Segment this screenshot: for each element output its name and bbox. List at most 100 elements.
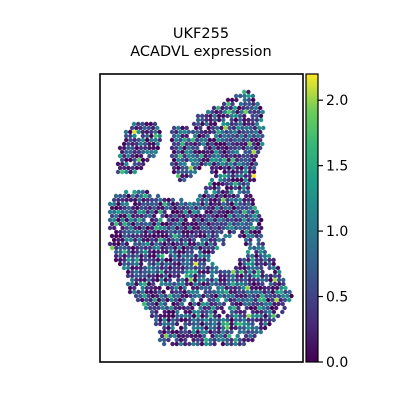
expression-spot [241,145,246,151]
expression-spot [126,253,131,259]
expression-spot [185,221,190,227]
expression-spot [126,229,132,235]
expression-spot [137,225,142,231]
expression-spot [196,225,201,231]
expression-spot [154,241,159,247]
expression-spot [246,257,251,263]
expression-spot [144,133,150,139]
expression-spot [222,165,227,171]
expression-spot [198,249,203,255]
expression-spot [190,305,195,311]
expression-spot [179,225,184,231]
expression-spot [199,153,204,159]
expression-spot [187,321,192,327]
expression-spot [237,153,242,159]
expression-spot [159,273,164,279]
expression-spot [151,153,156,159]
expression-spot [241,105,246,111]
expression-spot [176,333,182,339]
expression-spot [249,105,254,111]
expression-spot [203,129,208,135]
expression-spot [116,197,121,203]
expression-spot [160,233,165,239]
expression-spot [233,265,239,271]
expression-spot [245,153,250,159]
expression-spot [145,201,150,207]
expression-spot [200,309,205,315]
expression-spot [205,157,210,163]
expression-spot [154,293,160,299]
expression-spot [172,265,177,271]
expression-spot [200,121,205,127]
expression-spot [178,137,183,143]
expression-spot [243,165,248,171]
expression-spot [233,121,239,127]
expression-spot [166,241,171,247]
expression-spot [228,105,233,111]
expression-spot [204,317,209,323]
expression-spot [263,317,268,323]
expression-spot [241,329,247,335]
expression-spot [259,309,264,315]
expression-spot [133,209,138,215]
expression-spot [202,221,207,227]
expression-spot [209,301,214,307]
expression-spot [201,141,206,147]
expression-spot [186,137,191,143]
expression-spot [196,309,201,315]
expression-spot [124,225,129,231]
expression-spot [193,125,199,131]
expression-spot [130,281,135,287]
expression-spot [122,249,127,255]
expression-spot [202,257,207,263]
expression-spot [151,257,156,263]
expression-spot [251,269,257,275]
expression-spot [262,285,267,291]
expression-spot [247,165,253,171]
expression-spot [232,285,238,291]
expression-spot [132,133,137,139]
expression-spot [234,149,240,155]
expression-spot [181,213,186,219]
expression-spot [139,221,144,227]
expression-spot [252,205,258,211]
expression-spot [138,153,144,159]
expression-spot [249,289,254,295]
expression-spot [158,217,163,223]
expression-spot [212,185,217,191]
expression-spot [191,341,196,347]
expression-spot [158,237,163,243]
expression-spot [138,165,144,171]
expression-spot [136,149,142,155]
expression-spot [184,269,190,275]
expression-spot [184,277,189,283]
expression-spot [208,325,213,331]
expression-spot [244,125,249,131]
expression-spot [142,265,148,271]
expression-spot [184,273,189,279]
expression-spot [250,197,255,203]
expression-spot [276,293,282,299]
expression-spot [124,137,129,143]
expression-spot [185,229,190,235]
expression-spot [243,273,248,279]
expression-spot [130,273,135,279]
expression-spot [197,261,203,267]
expression-spot [197,273,202,279]
expression-spot [210,229,216,235]
expression-spot [166,309,172,315]
expression-spot [241,129,246,135]
expression-spot [172,205,178,211]
expression-spot [258,117,264,123]
expression-spot [251,277,257,283]
expression-spot [224,153,229,159]
expression-spot [240,205,245,211]
expression-spot [130,141,135,147]
expression-spot [260,245,265,251]
expression-spot [205,265,211,271]
expression-spot [155,145,160,151]
expression-spot [246,317,251,323]
expression-spot [261,297,267,303]
expression-spot [242,121,247,127]
expression-spot [107,217,113,223]
